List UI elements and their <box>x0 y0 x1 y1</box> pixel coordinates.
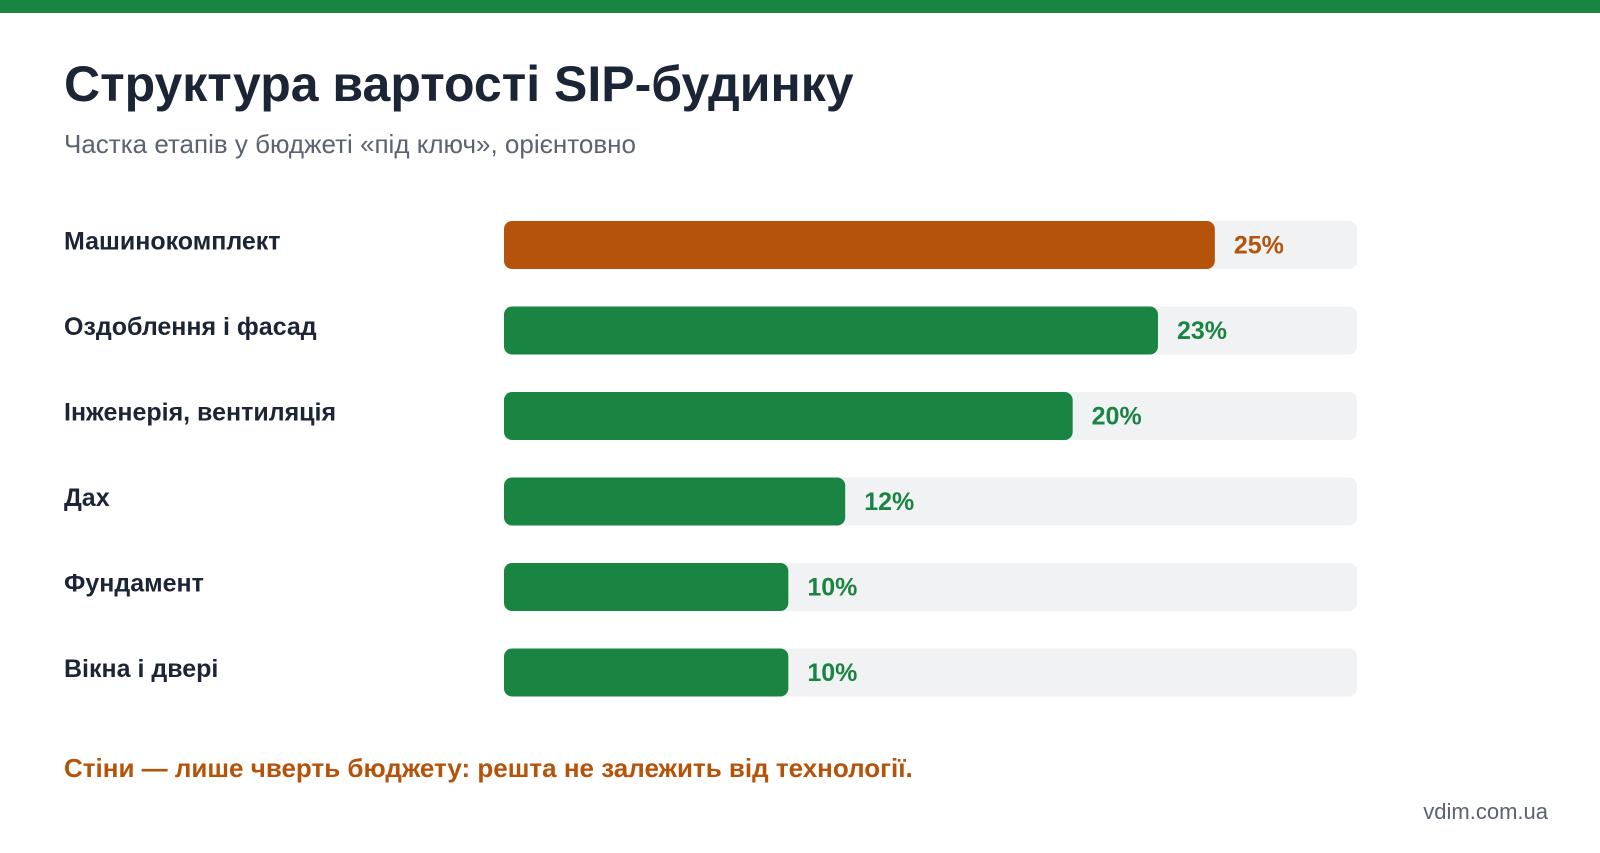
category-label: Фундамент <box>64 570 204 598</box>
value-label: 10% <box>807 574 857 602</box>
category-label: Вікна і двері <box>64 655 218 683</box>
bar <box>504 563 789 611</box>
value-label: 10% <box>807 659 857 687</box>
category-label: Дах <box>64 484 110 512</box>
bar <box>504 648 789 697</box>
top-accent-stripe <box>0 0 1600 13</box>
bar <box>504 221 1215 269</box>
bar <box>504 306 1158 355</box>
chart-title: Структура вартості SIP-будинку <box>64 56 854 112</box>
source-credit: vdim.com.ua <box>1423 799 1548 824</box>
takeaway-note: Стіни — лише чверть бюджету: решта не за… <box>64 753 913 783</box>
category-label: Машинокомплект <box>64 228 281 256</box>
bar <box>504 392 1073 440</box>
value-label: 25% <box>1234 232 1284 260</box>
value-label: 23% <box>1177 317 1227 345</box>
chart-subtitle: Частка етапів у бюджеті «під ключ», оріє… <box>64 129 636 159</box>
bar <box>504 477 846 526</box>
category-label: Інженерія, вентиляція <box>64 399 336 427</box>
value-label: 12% <box>864 488 914 516</box>
category-label: Оздоблення і фасад <box>64 313 317 341</box>
value-label: 20% <box>1092 403 1142 431</box>
